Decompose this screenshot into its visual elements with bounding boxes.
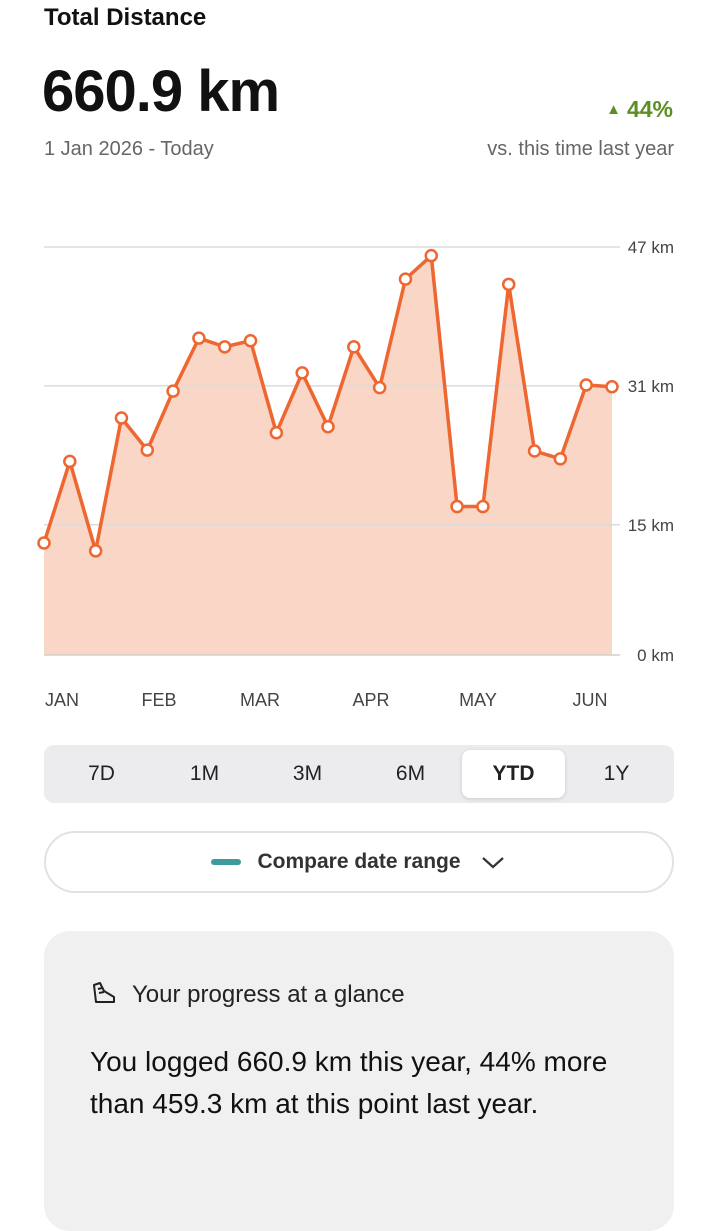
point xyxy=(372,380,387,395)
point xyxy=(295,366,309,380)
compare-button[interactable]: Compare date range xyxy=(44,831,674,893)
compare-icon xyxy=(211,859,242,865)
point xyxy=(269,426,284,440)
point xyxy=(476,499,490,514)
point xyxy=(217,340,232,354)
point xyxy=(321,419,335,434)
chevron xyxy=(481,857,504,869)
point xyxy=(192,331,206,345)
y-tick-label: 0 km xyxy=(637,646,674,665)
range-tab[interactable]: 6M xyxy=(395,762,426,785)
point xyxy=(37,536,51,550)
page: Total Distance 660.9 km 1 Jan 2026 - Tod… xyxy=(37,4,674,1231)
point xyxy=(347,340,361,354)
y-tick-label: 47 km xyxy=(628,238,674,257)
range-tab[interactable]: YTD xyxy=(462,750,565,798)
x-tick-label: MAR xyxy=(240,690,280,710)
range-tab[interactable]: 7D xyxy=(88,762,115,785)
change: ▲ 44% xyxy=(606,96,673,122)
point xyxy=(88,544,103,558)
x-tick-label: JUN xyxy=(573,690,608,710)
x-tick-label: JAN xyxy=(45,690,79,710)
date-range: 1 Jan 2026 - Today xyxy=(44,138,214,160)
point xyxy=(579,378,593,392)
summary-title: Your progress at a glance xyxy=(132,981,405,1008)
point xyxy=(114,411,129,425)
summary-text: You logged 660.9 km this year, 44% more … xyxy=(90,1046,608,1119)
point xyxy=(527,444,542,458)
point xyxy=(605,380,619,394)
x-tick-label: MAY xyxy=(459,690,497,710)
compare-label: Compare date range xyxy=(257,850,461,873)
total-distance: 660.9 km xyxy=(42,59,280,124)
y-tick-label: 31 km xyxy=(628,377,674,396)
point xyxy=(450,499,464,514)
x-tick-label: APR xyxy=(352,690,389,710)
change-caption: vs. this time last year xyxy=(487,138,674,160)
range-tab[interactable]: 1Y xyxy=(603,762,630,785)
point xyxy=(166,384,180,398)
point xyxy=(501,277,516,292)
range-tabs: 7D 1M 3M 6M YTD 1Y xyxy=(44,745,674,803)
point xyxy=(63,454,77,469)
range-tab[interactable]: 1M xyxy=(189,762,220,785)
change-value: 44% xyxy=(626,96,673,122)
chart: 0 km 15 km 31 km 47 km JAN FEB MAR APR MAY JUN xyxy=(37,238,674,710)
point xyxy=(243,334,258,348)
x-tick-label: FEB xyxy=(141,690,176,710)
title: Total Distance xyxy=(44,4,207,31)
area xyxy=(44,255,612,655)
point xyxy=(424,248,439,263)
range-tab[interactable]: 3M xyxy=(292,762,323,785)
shoe-icon xyxy=(93,982,115,1003)
point xyxy=(140,443,155,457)
point xyxy=(553,452,568,466)
summary-card: Your progress at a glance You logged 660… xyxy=(44,931,674,1231)
point xyxy=(398,272,413,286)
y-tick-label: 15 km xyxy=(628,516,674,535)
